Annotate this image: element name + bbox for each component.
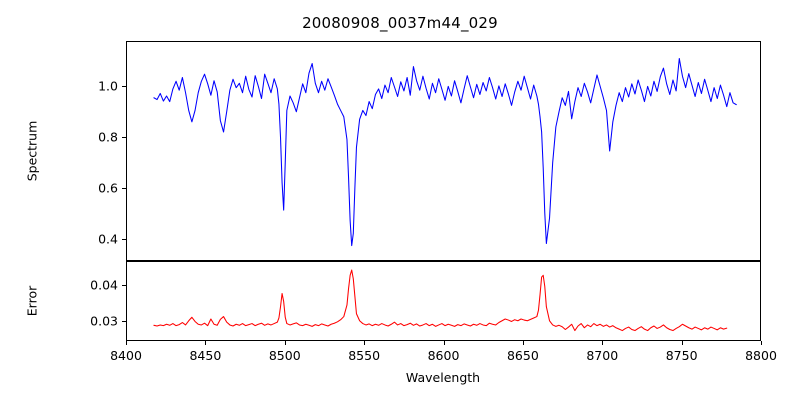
y-tick-mark <box>122 321 126 323</box>
spectrum-data-line <box>154 58 736 245</box>
x-tick-mark <box>681 341 683 345</box>
y-tick-label: 1.0 <box>98 78 118 94</box>
y-tick-mark <box>122 136 126 139</box>
x-tick-mark <box>284 341 286 345</box>
error-axis-label: Error <box>24 285 40 317</box>
y-tick-label: 0.04 <box>90 277 118 293</box>
error-data-line <box>154 270 727 331</box>
y-tick-label: 0.8 <box>98 129 118 145</box>
spectrum-plot-panel <box>126 41 761 261</box>
y-tick-mark <box>122 85 126 87</box>
y-tick-label: 0.4 <box>98 231 118 247</box>
spectrum-plot-area <box>127 42 760 260</box>
x-tick-label: 8600 <box>427 348 460 363</box>
x-tick-mark <box>443 341 445 345</box>
spectrum-axis-label: Spectrum <box>24 120 40 182</box>
figure-title: 20080908_0037m44_029 <box>302 14 498 32</box>
error-plot-area <box>127 262 760 340</box>
x-tick-label: 8650 <box>506 348 539 363</box>
x-tick-mark <box>602 341 604 345</box>
x-tick-label: 8750 <box>665 348 698 363</box>
x-tick-mark <box>364 341 366 345</box>
x-tick-mark <box>761 341 763 345</box>
y-tick-mark <box>122 285 126 287</box>
x-tick-label: 8450 <box>189 348 222 363</box>
x-tick-label: 8500 <box>268 348 301 363</box>
x-tick-mark <box>126 341 128 345</box>
wavelength-axis-label: Wavelength <box>405 370 481 385</box>
x-tick-label: 8400 <box>110 348 142 363</box>
y-tick-label: 0.6 <box>98 180 118 196</box>
y-tick-mark <box>122 188 126 190</box>
x-tick-label: 8700 <box>586 348 619 363</box>
y-tick-mark <box>122 239 126 241</box>
x-tick-mark <box>205 341 207 345</box>
error-plot-panel <box>126 261 761 341</box>
y-tick-label: 0.03 <box>90 313 118 329</box>
x-tick-label: 8550 <box>348 348 381 363</box>
x-tick-label: 8800 <box>745 348 777 363</box>
x-tick-mark <box>522 341 524 345</box>
